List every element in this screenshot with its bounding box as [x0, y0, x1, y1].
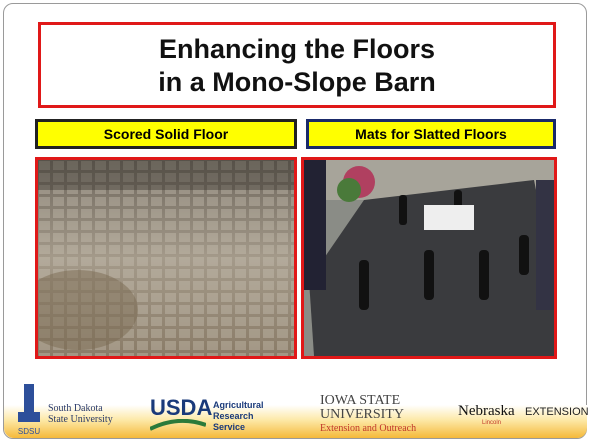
text-line: State University — [48, 414, 113, 425]
text-line: Service — [213, 422, 264, 433]
extension-text: EXTENSION — [525, 406, 589, 418]
sdsu-mark: SDSU — [18, 427, 40, 436]
photo-floor — [35, 157, 297, 359]
panel-label: Mats for Slatted Floors — [306, 119, 556, 149]
iowa-text: IOWA STATE UNIVERSITY Extension and Outr… — [320, 394, 416, 436]
text-line: UNIVERSITY — [320, 408, 416, 422]
nebraska-mark: Nebraska — [458, 403, 515, 420]
title-box: Enhancing the Floors in a Mono-Slope Bar… — [38, 22, 556, 108]
slide: Enhancing the Floors in a Mono-Slope Bar… — [0, 0, 592, 444]
text-line: IOWA STATE — [320, 394, 416, 408]
text-line: Research — [213, 411, 264, 422]
usda-swoosh — [150, 419, 206, 431]
sdsu-logo: SDSU — [12, 382, 46, 438]
photo — [38, 160, 294, 356]
title-line: in a Mono-Slope Barn — [41, 66, 553, 99]
usda-text: Agricultural Research Service — [213, 400, 264, 433]
text-line: Agricultural — [213, 400, 264, 411]
photo — [304, 160, 554, 356]
sdsu-text: South Dakota State University — [48, 403, 113, 425]
usda-mark: USDA — [150, 395, 212, 421]
panel-label: Scored Solid Floor — [35, 119, 297, 149]
photo-mats — [301, 157, 557, 359]
text-line: Extension and Outreach — [320, 422, 416, 436]
title-line: Enhancing the Floors — [41, 33, 553, 66]
nebraska-sub: Lincoln — [482, 420, 501, 426]
text-line: South Dakota — [48, 403, 113, 414]
